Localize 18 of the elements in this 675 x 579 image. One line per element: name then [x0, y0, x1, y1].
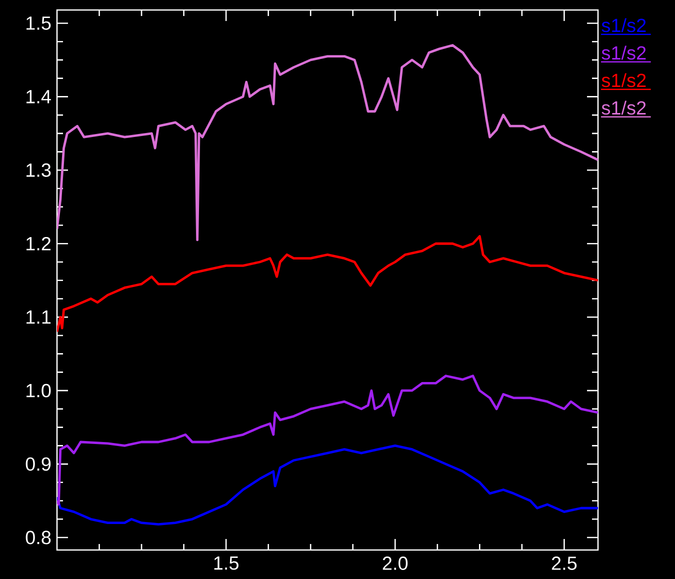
text: s1/s2 [602, 100, 646, 115]
line-series [57, 374, 598, 506]
text: s1/s2 [602, 46, 646, 60]
line-series [57, 235, 598, 333]
y-tick-label: 1.4 [26, 90, 51, 104]
x-tick-label: 1.5 [214, 556, 238, 570]
x-tick-label: 2.5 [552, 556, 577, 570]
y-tick-label: 0.9 [26, 457, 51, 471]
y-tick-label: 1.5 [26, 16, 51, 30]
text: s1/s2 [602, 73, 646, 88]
x-tick-label: 2.0 [382, 556, 408, 570]
line-series [57, 44, 598, 242]
y-tick-label: 1.2 [26, 237, 51, 250]
y-tick-label: 0.8 [26, 530, 51, 544]
y-tick-label: 1.3 [26, 163, 51, 177]
y-tick-label: 1.1 [26, 310, 51, 324]
text: s1/s2 [602, 18, 646, 32]
y-tick-label: 1.0 [26, 384, 51, 398]
